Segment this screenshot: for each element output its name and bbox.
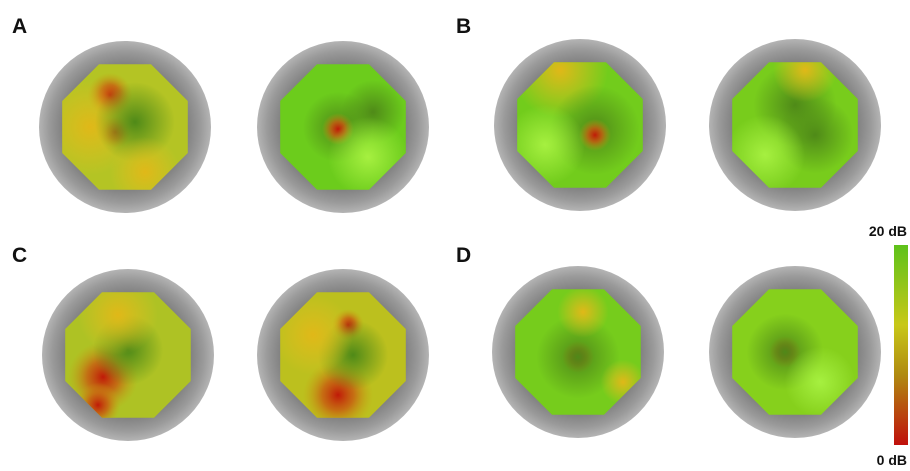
field-map bbox=[257, 41, 429, 213]
panel-label: A bbox=[12, 15, 27, 38]
map-spot bbox=[536, 315, 620, 399]
maps bbox=[39, 39, 881, 441]
field-map bbox=[492, 266, 664, 438]
panel-label: D bbox=[456, 244, 471, 267]
colorbar bbox=[894, 245, 908, 445]
field-map bbox=[257, 269, 429, 441]
map-spot bbox=[557, 289, 609, 338]
panel-label: B bbox=[456, 15, 471, 38]
field-map bbox=[709, 39, 881, 211]
field-map bbox=[39, 41, 211, 213]
field-map bbox=[42, 269, 214, 441]
map-spot bbox=[579, 119, 611, 151]
colorbar-min-label: 0 dB bbox=[877, 452, 907, 468]
field-map bbox=[709, 266, 881, 438]
colorbar-max-label: 20 dB bbox=[869, 223, 907, 239]
map-spots bbox=[62, 72, 181, 190]
field-map bbox=[494, 39, 666, 211]
panel-label: C bbox=[12, 244, 27, 267]
map-spot bbox=[773, 62, 837, 102]
map-spots bbox=[732, 62, 854, 188]
